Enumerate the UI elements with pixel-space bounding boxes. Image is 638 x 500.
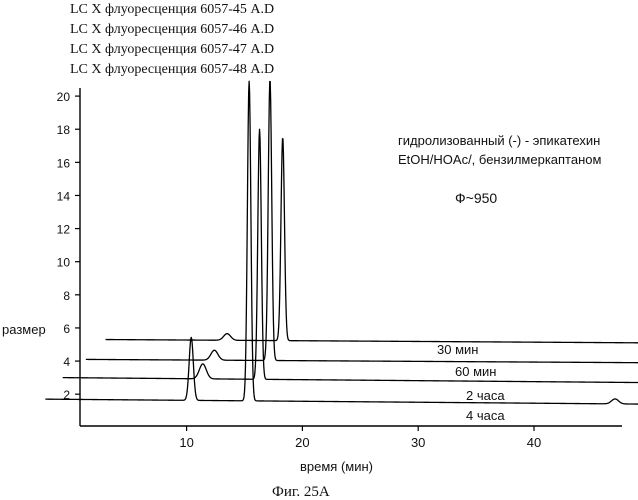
annotation-symbol: Ф~950 [455, 190, 497, 206]
y-tick-label: 6 [63, 322, 70, 336]
series-label: 60 мин [455, 364, 496, 379]
title-line-4: LC X флуоресценция 6057-48 A.D [70, 62, 274, 77]
annotation-block: гидролизованный (-) - эпикатехин EtOH/HO… [398, 133, 602, 206]
series-label: 4 часа [466, 408, 505, 423]
y-tick-label: 20 [57, 90, 71, 104]
series-label: 30 мин [437, 342, 478, 357]
series-label: 2 часа [466, 388, 505, 403]
y-tick-label: 2 [63, 388, 70, 402]
series-trace [45, 81, 638, 404]
x-tick-label: 40 [527, 435, 541, 450]
figure-caption: Фиг. 25А [272, 484, 330, 500]
y-tick-label: 14 [57, 189, 71, 203]
y-tick-label: 8 [63, 289, 70, 303]
series-trace [106, 139, 638, 343]
y-tick-label: 16 [57, 156, 71, 170]
title-line-2: LC X флуоресценция 6057-46 A.D [70, 22, 274, 37]
y-tick-label: 4 [63, 355, 70, 369]
y-tick-label: 12 [57, 223, 71, 237]
y-tick-group: 20 18 16 14 12 10 8 6 4 2 [57, 90, 80, 402]
annotation-line-1: гидролизованный (-) - эпикатехин [398, 133, 600, 148]
y-tick-label: 10 [57, 256, 71, 270]
x-axis-label: время (мин) [300, 459, 373, 474]
y-axis-label: размер [2, 322, 46, 337]
title-block: LC X флуоресценция 6057-45 A.D LC X флуо… [70, 2, 274, 77]
x-tick-label: 20 [295, 435, 309, 450]
series-trace [86, 81, 638, 362]
series-trace [63, 129, 638, 382]
title-line-3: LC X флуоресценция 6057-47 A.D [70, 42, 274, 57]
x-tick-group: 10 20 30 40 [179, 426, 541, 450]
annotation-line-2: EtOH/HOAc/, бензилмеркаптаном [398, 152, 602, 167]
y-tick-label: 18 [57, 123, 71, 137]
x-tick-label: 10 [179, 435, 193, 450]
x-axis: 10 20 30 40 [80, 426, 622, 450]
title-line-1: LC X флуоресценция 6057-45 A.D [70, 2, 274, 17]
x-tick-label: 30 [411, 435, 425, 450]
y-axis: 20 18 16 14 12 10 8 6 4 2 [57, 88, 80, 426]
